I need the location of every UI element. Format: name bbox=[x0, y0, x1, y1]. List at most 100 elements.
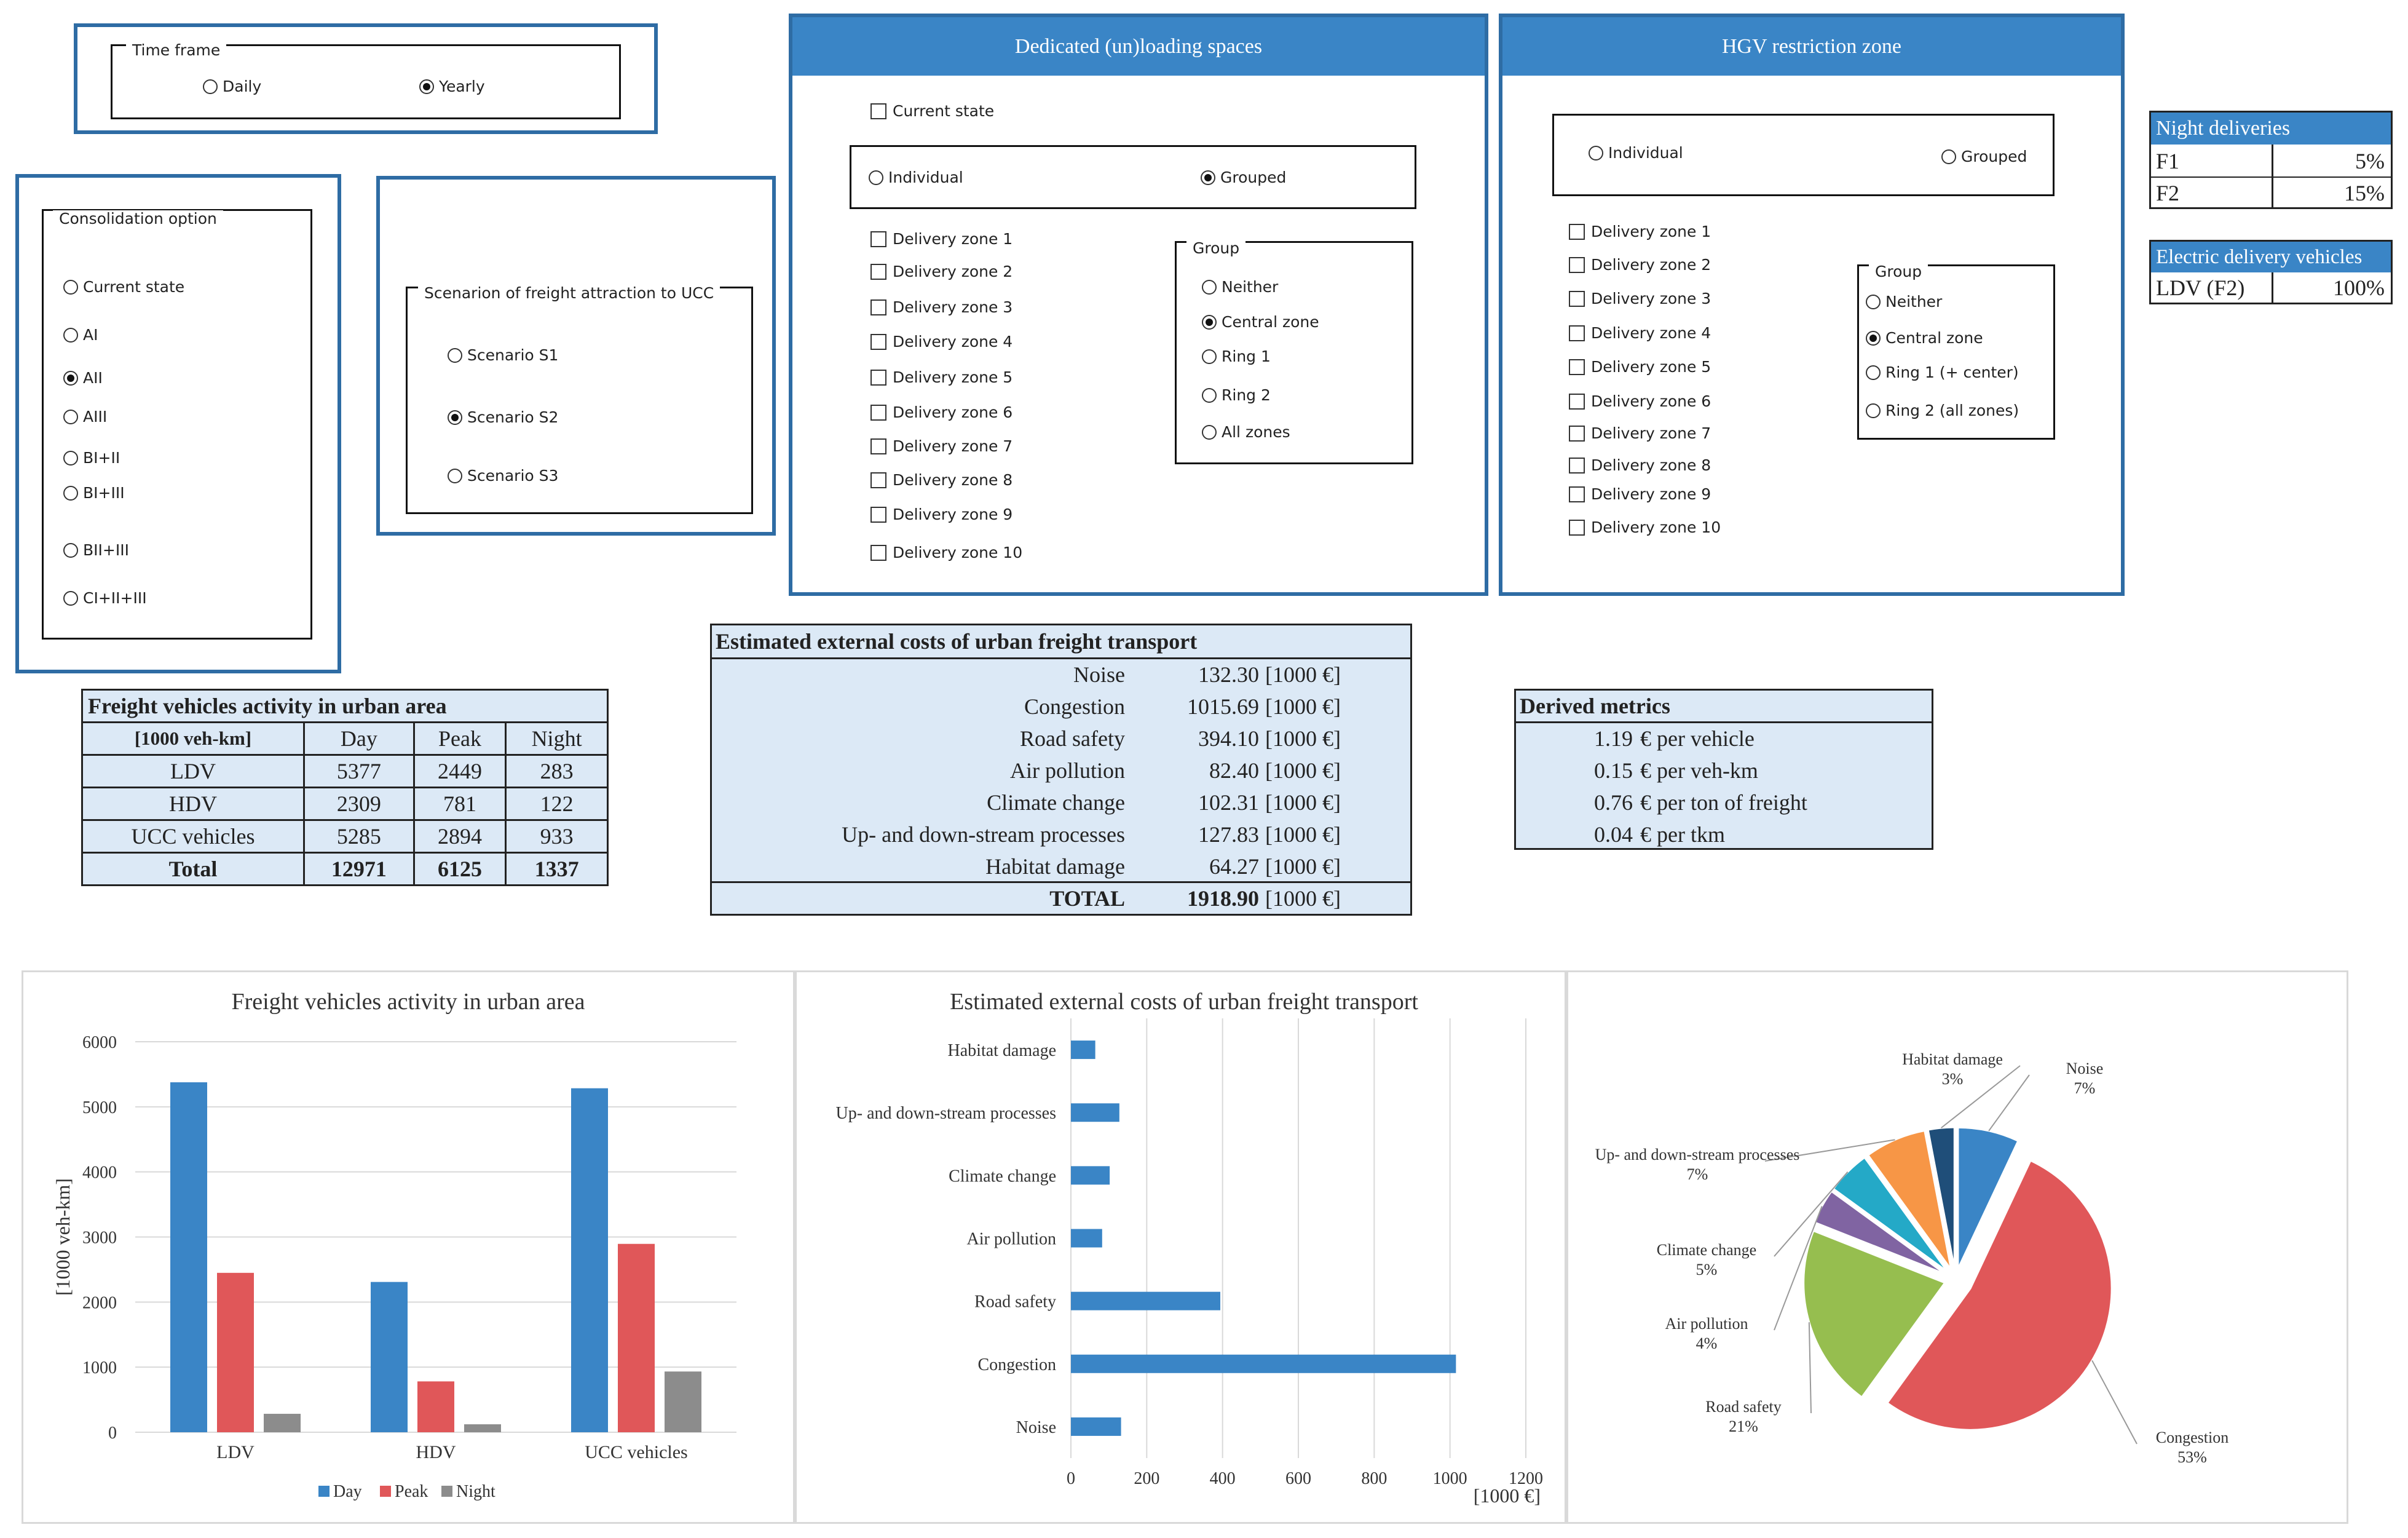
loading-radio-individual[interactable]: Individual bbox=[869, 168, 963, 187]
electric-ldv-value[interactable]: 100% bbox=[2333, 275, 2385, 300]
hgv-zone-8[interactable]: Delivery zone 8 bbox=[1569, 456, 1711, 475]
consolidation-radio-3[interactable]: AIII bbox=[63, 408, 107, 426]
loading-mode-box bbox=[850, 145, 1416, 209]
consolidation-radio-5-label: BI+III bbox=[83, 484, 125, 502]
hgv-zone-10-label: Delivery zone 10 bbox=[1591, 518, 1721, 536]
activity-cell: HDV bbox=[81, 787, 305, 821]
loading-zone-3[interactable]: Delivery zone 3 bbox=[870, 298, 1013, 317]
loading-zone-10-box bbox=[870, 545, 886, 561]
loading-zone-2[interactable]: Delivery zone 2 bbox=[870, 263, 1013, 281]
costs-row-unit: [1000 €] bbox=[1265, 790, 1341, 815]
hgv-radio-individual[interactable]: Individual bbox=[1589, 144, 1683, 162]
hgv-zone-5[interactable]: Delivery zone 5 bbox=[1569, 358, 1711, 376]
activity-cell: 2309 bbox=[302, 787, 415, 821]
chart1-ytick: 4000 bbox=[82, 1163, 117, 1183]
hgv-zone-1[interactable]: Delivery zone 1 bbox=[1569, 223, 1711, 241]
night-f1-value[interactable]: 5% bbox=[2355, 149, 2385, 173]
loading-zone-10[interactable]: Delivery zone 10 bbox=[870, 544, 1022, 562]
consolidation-radio-0[interactable]: Current state bbox=[63, 278, 184, 296]
activity-cell: 933 bbox=[505, 819, 609, 854]
hgv-zone-9[interactable]: Delivery zone 9 bbox=[1569, 485, 1711, 504]
costs-chart-box: Estimated external costs of urban freigh… bbox=[795, 970, 1566, 1524]
activity-chart: Freight vehicles activity in urban area 0… bbox=[52, 989, 736, 1501]
chart2-title: Estimated external costs of urban freigh… bbox=[950, 989, 1418, 1015]
pie-pct-3: 4% bbox=[1696, 1334, 1718, 1352]
costs-total-unit: [1000 €] bbox=[1265, 886, 1341, 911]
consolidation-radio-4[interactable]: BI+II bbox=[63, 449, 120, 467]
hgv-zone-4[interactable]: Delivery zone 4 bbox=[1569, 324, 1711, 343]
loading-current-state[interactable]: Current state bbox=[870, 102, 994, 121]
loading-group-radio-2-label: Ring 1 bbox=[1222, 347, 1271, 365]
loading-radio-grouped[interactable]: Grouped bbox=[1201, 168, 1286, 187]
loading-zone-5[interactable]: Delivery zone 5 bbox=[870, 368, 1013, 387]
scenario-legend: Scenarion of freight attraction to UCC bbox=[418, 285, 720, 302]
chart2-ytick: Congestion bbox=[977, 1355, 1056, 1374]
pie-label-2: Road safety bbox=[1705, 1398, 1781, 1416]
consolidation-radio-0-indicator bbox=[63, 280, 78, 295]
loading-zone-7[interactable]: Delivery zone 7 bbox=[870, 437, 1013, 456]
radio-daily-indicator bbox=[203, 79, 218, 94]
hgv-zone-3-label: Delivery zone 3 bbox=[1591, 290, 1711, 307]
pie-slice-2 bbox=[1802, 1229, 1947, 1399]
loading-zone-8[interactable]: Delivery zone 8 bbox=[870, 471, 1013, 490]
consolidation-radio-1-label: AI bbox=[83, 326, 98, 344]
hgv-zone-2[interactable]: Delivery zone 2 bbox=[1569, 256, 1711, 274]
consolidation-radio-5[interactable]: BI+III bbox=[63, 484, 125, 502]
consolidation-group bbox=[42, 209, 312, 640]
hgv-group-radio-2-indicator bbox=[1866, 365, 1881, 380]
hgv-zone-6[interactable]: Delivery zone 6 bbox=[1569, 392, 1711, 411]
activity-total-cell: 12971 bbox=[302, 852, 415, 886]
pie-pct-4: 5% bbox=[1696, 1261, 1718, 1278]
activity-header: Day bbox=[302, 721, 415, 756]
consolidation-radio-2[interactable]: AII bbox=[63, 369, 103, 387]
costs-row-value: 102.31 bbox=[1198, 790, 1259, 815]
hgv-group-radio-0[interactable]: Neither bbox=[1866, 293, 1942, 311]
consolidation-radio-1[interactable]: AI bbox=[63, 326, 98, 344]
chart2-xtick: 1200 bbox=[1509, 1469, 1543, 1488]
consolidation-radio-7-label: CI+II+III bbox=[83, 589, 147, 607]
loading-zone-6[interactable]: Delivery zone 6 bbox=[870, 403, 1013, 422]
consolidation-radio-6[interactable]: BII+III bbox=[63, 541, 129, 560]
scenario-radio-2[interactable]: Scenario S3 bbox=[448, 467, 558, 485]
hgv-radio-grouped-label: Grouped bbox=[1961, 148, 2027, 165]
loading-group-radio-4-label: All zones bbox=[1222, 423, 1290, 441]
hgv-zone-7[interactable]: Delivery zone 7 bbox=[1569, 424, 1711, 443]
chart1-ytick: 5000 bbox=[82, 1098, 117, 1117]
loading-group-radio-4[interactable]: All zones bbox=[1202, 423, 1290, 442]
loading-group-radio-0[interactable]: Neither bbox=[1202, 278, 1278, 296]
hgv-group-radio-3-indicator bbox=[1866, 403, 1881, 418]
hgv-zone-10[interactable]: Delivery zone 10 bbox=[1569, 518, 1721, 537]
night-deliveries-box: Night deliveries F1 5% F2 15% bbox=[2149, 111, 2393, 209]
consolidation-radio-6-label: BII+III bbox=[83, 541, 129, 559]
table-row: UCC vehicles 5285 2894 933 bbox=[81, 819, 609, 854]
chart1-bar-peak-2 bbox=[618, 1243, 655, 1432]
loading-group-radio-1[interactable]: Central zone bbox=[1202, 313, 1319, 331]
hgv-radio-grouped[interactable]: Grouped bbox=[1941, 148, 2027, 166]
loading-group-radio-2[interactable]: Ring 1 bbox=[1202, 347, 1271, 366]
loading-radio-individual-label: Individual bbox=[888, 168, 963, 186]
loading-group-radio-3[interactable]: Ring 2 bbox=[1202, 386, 1271, 405]
night-divider-h bbox=[2151, 176, 2391, 178]
hgv-group-radio-2[interactable]: Ring 1 (+ center) bbox=[1866, 363, 2019, 382]
chart2-xtick: 200 bbox=[1134, 1469, 1159, 1488]
loading-current-state-label: Current state bbox=[893, 102, 995, 120]
scenario-radio-0[interactable]: Scenario S1 bbox=[448, 346, 558, 365]
scenario-radio-1[interactable]: Scenario S2 bbox=[448, 408, 558, 427]
hgv-zone-3[interactable]: Delivery zone 3 bbox=[1569, 290, 1711, 308]
night-f2-value[interactable]: 15% bbox=[2344, 181, 2385, 205]
costs-row-value: 64.27 bbox=[1209, 854, 1259, 879]
costs-row-unit: [1000 €] bbox=[1265, 694, 1341, 719]
loading-group-radio-1-indicator bbox=[1202, 315, 1217, 330]
consolidation-radio-5-indicator bbox=[63, 486, 78, 501]
hgv-zone-1-label: Delivery zone 1 bbox=[1591, 223, 1711, 240]
derived-row-value: 0.04 bbox=[1594, 822, 1633, 847]
loading-zone-9[interactable]: Delivery zone 9 bbox=[870, 505, 1013, 524]
radio-yearly[interactable]: Yearly bbox=[419, 77, 485, 96]
loading-zone-1[interactable]: Delivery zone 1 bbox=[870, 230, 1013, 248]
hgv-group-radio-1[interactable]: Central zone bbox=[1866, 329, 1983, 347]
consolidation-radio-7[interactable]: CI+II+III bbox=[63, 589, 147, 608]
loading-zone-4[interactable]: Delivery zone 4 bbox=[870, 333, 1013, 351]
hgv-zone-1-box bbox=[1569, 224, 1585, 240]
radio-daily[interactable]: Daily bbox=[203, 77, 261, 96]
hgv-group-radio-3[interactable]: Ring 2 (all zones) bbox=[1866, 402, 2019, 420]
